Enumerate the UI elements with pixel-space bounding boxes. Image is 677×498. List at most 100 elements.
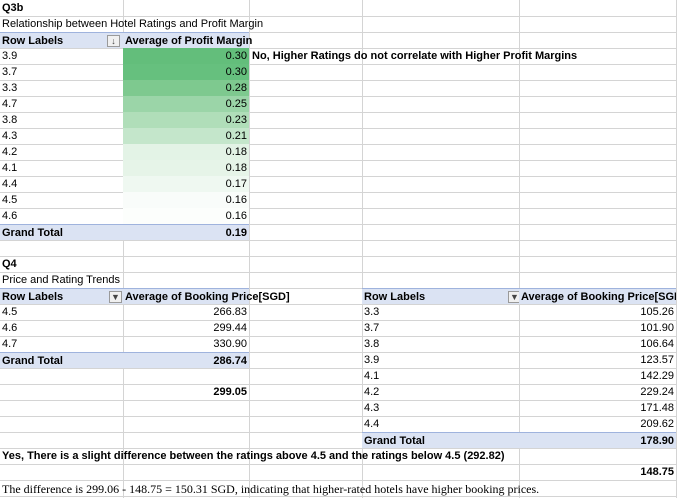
q4-left-row-label[interactable]: 4.7 [2,338,18,350]
q4-title[interactable]: Q4 [2,258,17,270]
q4-right-row-label[interactable]: 3.9 [364,354,380,366]
q4-right-row-label[interactable]: 4.1 [364,370,380,382]
column-gridline [249,0,250,498]
q3b-row-value[interactable]: 0.16 [123,208,249,224]
q3b-row-label[interactable]: 3.7 [2,66,18,78]
q4-left-row-value[interactable]: 266.83 [213,306,247,318]
q3b-row-value[interactable]: 0.30 [123,64,249,80]
row-gridline [0,352,677,353]
q3b-subtitle[interactable]: Relationship between Hotel Ratings and P… [2,18,264,30]
row-gridline [0,320,677,321]
q3b-row-label[interactable]: 3.3 [2,82,18,94]
row-gridline [0,336,677,337]
row-gridline [0,64,677,65]
q4-subtitle[interactable]: Price and Rating Trends [2,274,121,286]
q3b-header-row-labels[interactable]: Row Labels ↓ [0,32,123,48]
row-gridline [0,432,677,433]
q3b-row-value[interactable]: 0.18 [123,160,249,176]
q4-right-row-label[interactable]: 3.7 [364,322,380,334]
q4-left-extra-value[interactable]: 299.05 [213,386,247,398]
q4-right-row-value[interactable]: 105.26 [640,306,674,318]
row-gridline [0,32,677,33]
q3b-row-label[interactable]: 4.1 [2,162,18,174]
q3b-row-value[interactable]: 0.25 [123,96,249,112]
q4-left-grand-total-value[interactable]: 286.74 [123,352,249,368]
q3b-note[interactable]: No, Higher Ratings do not correlate with… [252,50,578,62]
q3b-row-value[interactable]: 0.18 [123,144,249,160]
q3b-row-label[interactable]: 3.9 [2,50,18,62]
q4-right-row-value[interactable]: 101.90 [640,322,674,334]
q4-right-row-value[interactable]: 142.29 [640,370,674,382]
q3b-row-value[interactable]: 0.30 [123,48,249,64]
q4-right-row-value[interactable]: 106.64 [640,338,674,350]
q4-left-row-value[interactable]: 330.90 [213,338,247,350]
q4-note-1[interactable]: Yes, There is a slight difference betwee… [2,450,505,462]
q4-right-grand-total-value[interactable]: 178.90 [519,432,676,448]
q3b-header-row-labels-text: Row Labels [2,35,64,47]
q4-left-row-value[interactable]: 299.44 [213,322,247,334]
q4-right-row-label[interactable]: 4.2 [364,386,380,398]
row-gridline [0,128,677,129]
row-gridline [0,80,677,81]
row-gridline [0,96,677,97]
q4-right-row-label[interactable]: 3.8 [364,338,380,350]
q3b-row-label[interactable]: 4.7 [2,98,18,110]
q4-right-grand-total-label[interactable]: Grand Total [362,432,519,448]
row-gridline [0,224,677,225]
q3b-row-label[interactable]: 3.8 [2,114,18,126]
q3b-row-value[interactable]: 0.16 [123,192,249,208]
row-gridline [0,448,677,449]
q4-right-row-value[interactable]: 229.24 [640,386,674,398]
q3b-row-value[interactable]: 0.21 [123,128,249,144]
q4-right-header-row-labels[interactable]: Row Labels ▼ [362,288,521,304]
q3b-row-label[interactable]: 4.2 [2,146,18,158]
row-gridline [0,160,677,161]
q3b-row-label[interactable]: 4.5 [2,194,18,206]
q3b-header-value[interactable]: Average of Profit Margin [123,32,252,48]
row-gridline [0,400,677,401]
row-gridline [0,272,677,273]
row-gridline [0,240,677,241]
q4-right-row-label[interactable]: 4.4 [364,418,380,430]
row-gridline [0,416,677,417]
q3b-grand-total-label[interactable]: Grand Total [0,224,123,240]
q3b-row-label[interactable]: 4.3 [2,130,18,142]
column-gridline [362,0,363,498]
row-gridline [0,16,677,17]
q4-right-row-value[interactable]: 209.62 [640,418,674,430]
row-gridline [0,256,677,257]
row-gridline [0,496,677,497]
row-gridline [0,464,677,465]
q4-right-header-value[interactable]: Average of Booking Price[SGD [519,288,676,304]
q3b-row-value[interactable]: 0.23 [123,112,249,128]
q4-left-grand-total-label[interactable]: Grand Total [0,352,123,368]
q4-left-header-value[interactable]: Average of Booking Price[SGD] [123,288,290,304]
row-gridline [0,48,677,49]
q3b-row-label[interactable]: 4.6 [2,210,18,222]
q3b-row-value[interactable]: 0.17 [123,176,249,192]
q3b-title[interactable]: Q3b [2,2,24,14]
row-gridline [0,384,677,385]
row-gridline [0,144,677,145]
row-gridline [0,288,677,289]
q4-right-extra-value[interactable]: 148.75 [640,466,674,478]
q4-right-row-value[interactable]: 123.57 [640,354,674,366]
row-gridline [0,112,677,113]
q3b-row-value[interactable]: 0.28 [123,80,249,96]
column-gridline [519,0,520,498]
q4-right-header-row-labels-text: Row Labels [364,291,426,303]
q4-right-row-label[interactable]: 3.3 [364,306,380,318]
q4-right-row-label[interactable]: 4.3 [364,402,380,414]
q4-note-2[interactable]: The difference is 299.06 - 148.75 = 150.… [2,482,540,496]
q4-right-row-value[interactable]: 171.48 [640,402,674,414]
row-gridline [0,304,677,305]
q4-left-row-label[interactable]: 4.6 [2,322,18,334]
q4-left-header-row-labels[interactable]: Row Labels ▼ [0,288,123,304]
q3b-row-label[interactable]: 4.4 [2,178,18,190]
q3b-grand-total-value[interactable]: 0.19 [123,224,249,240]
row-gridline [0,368,677,369]
sort-descending-icon[interactable]: ↓ [107,35,120,47]
q4-left-row-label[interactable]: 4.5 [2,306,18,318]
filter-icon[interactable]: ▼ [109,291,122,303]
